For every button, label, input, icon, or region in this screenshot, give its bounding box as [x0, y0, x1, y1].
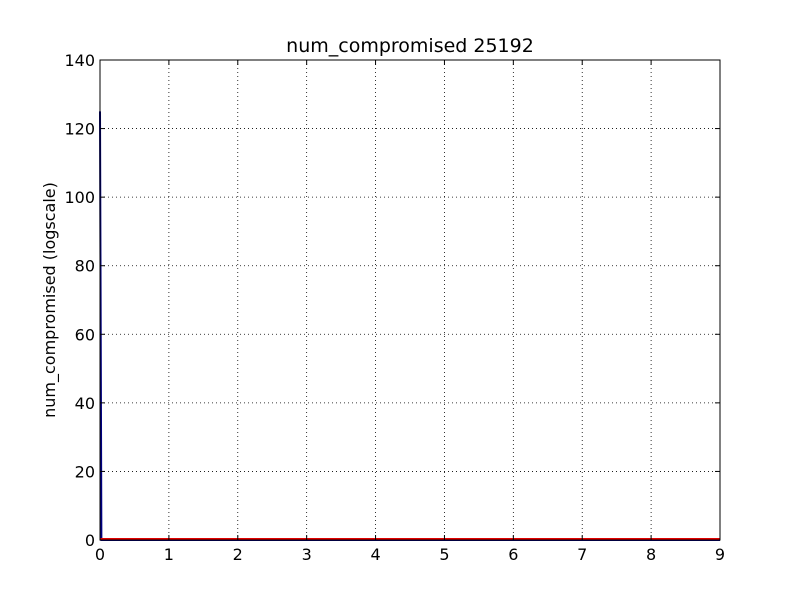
x-tick-label: 4 [370, 545, 380, 564]
y-tick-label: 60 [75, 325, 95, 344]
x-tick-label: 6 [508, 545, 518, 564]
axis-ticks: 0 1 2 3 4 5 6 7 8 9 0 20 40 60 80 100 120 140 [64, 51, 725, 564]
plot-frame [99, 59, 721, 541]
y-tick-label: 40 [75, 394, 95, 413]
y-tick-label: 20 [75, 462, 95, 481]
x-tick-label: 3 [302, 545, 312, 564]
x-tick-label: 1 [164, 545, 174, 564]
y-axis-label: num_compromised (logscale) [40, 182, 60, 418]
x-tick-label: 9 [715, 545, 725, 564]
y-tick-label: 100 [64, 188, 95, 207]
x-tick-label: 2 [233, 545, 243, 564]
y-tick-label: 80 [75, 257, 95, 276]
x-tick-label: 0 [95, 545, 105, 564]
x-tick-label: 8 [646, 545, 656, 564]
x-tick-label: 5 [439, 545, 449, 564]
chart-title: num_compromised 25192 [286, 35, 534, 57]
y-tick-label: 140 [64, 51, 95, 70]
y-tick-label: 0 [85, 531, 95, 550]
y-tick-label: 120 [64, 120, 95, 139]
x-tick-label: 7 [577, 545, 587, 564]
